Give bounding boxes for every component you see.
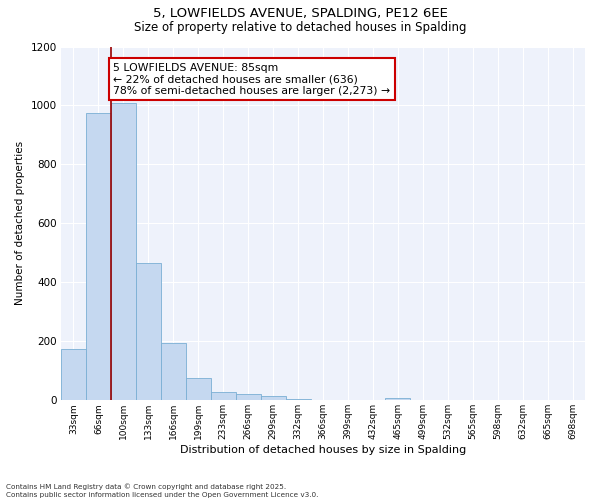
Bar [136, 263, 161, 400]
Bar [161, 343, 186, 400]
Bar [111, 102, 136, 401]
Bar [385, 398, 410, 400]
Text: Size of property relative to detached houses in Spalding: Size of property relative to detached ho… [134, 21, 466, 34]
Y-axis label: Number of detached properties: Number of detached properties [15, 142, 25, 306]
Bar [61, 348, 86, 401]
Text: 5 LOWFIELDS AVENUE: 85sqm
← 22% of detached houses are smaller (636)
78% of semi: 5 LOWFIELDS AVENUE: 85sqm ← 22% of detac… [113, 62, 391, 96]
Bar [286, 399, 311, 400]
Text: 5, LOWFIELDS AVENUE, SPALDING, PE12 6EE: 5, LOWFIELDS AVENUE, SPALDING, PE12 6EE [152, 8, 448, 20]
Bar [211, 392, 236, 400]
Bar [236, 394, 260, 400]
Bar [86, 113, 111, 401]
Text: Contains HM Land Registry data © Crown copyright and database right 2025.
Contai: Contains HM Land Registry data © Crown c… [6, 484, 319, 498]
Bar [186, 378, 211, 400]
Bar [260, 396, 286, 400]
X-axis label: Distribution of detached houses by size in Spalding: Distribution of detached houses by size … [180, 445, 466, 455]
